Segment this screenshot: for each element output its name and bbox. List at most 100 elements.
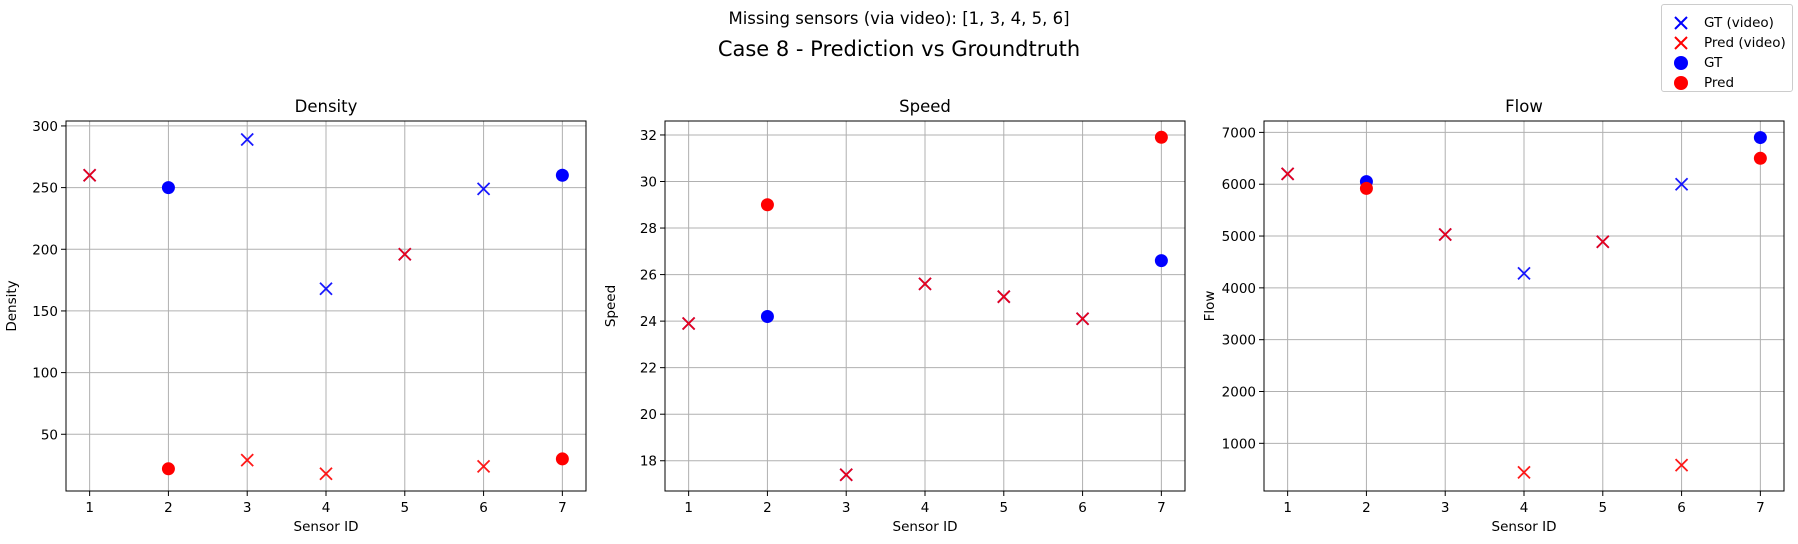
data-point-pred-video-	[1281, 167, 1295, 181]
x-tick-label: 6	[1677, 500, 1686, 516]
subplot-title: Density	[295, 97, 358, 116]
y-tick-label: 50	[41, 427, 58, 443]
data-point-gt-video-	[1517, 266, 1531, 280]
legend-label: GT (video)	[1704, 15, 1774, 31]
x-tick-label: 6	[1078, 500, 1087, 516]
data-point-pred-video-	[240, 453, 254, 467]
y-tick-label: 200	[32, 242, 58, 258]
figure-title: Case 8 - Prediction vs Groundtruth	[718, 37, 1080, 61]
data-point-pred-video-	[398, 247, 412, 261]
x-marker-icon	[1674, 36, 1688, 50]
data-point-pred	[760, 198, 774, 212]
data-point-pred-video-	[681, 316, 696, 331]
data-point-pred-video-	[1596, 235, 1610, 249]
legend-label: Pred	[1704, 75, 1735, 91]
legend-item-pred-video: Pred (video)	[1662, 33, 1792, 53]
data-point-gt	[555, 168, 569, 182]
data-point-pred	[161, 462, 175, 476]
data-point-pred-video-	[1674, 458, 1689, 472]
legend-item-gt: GT	[1662, 53, 1792, 73]
y-tick-label: 20	[640, 407, 657, 423]
x-tick-label: 2	[763, 500, 772, 516]
y-tick-label: 250	[32, 181, 58, 197]
x-tick-label: 7	[1756, 500, 1765, 516]
axes-frame	[1263, 120, 1785, 492]
x-tick-label: 6	[479, 500, 488, 516]
x-tick-label: 1	[1283, 500, 1292, 516]
data-point-gt	[1154, 254, 1168, 268]
data-point-pred	[555, 452, 569, 466]
data-point-pred-video-	[83, 168, 97, 182]
data-point-pred-video-	[1517, 465, 1531, 479]
data-point-pred-video-	[476, 459, 491, 473]
x-tick-label: 5	[1598, 500, 1607, 516]
data-point-gt	[1753, 131, 1767, 145]
data-point-gt-video-	[1674, 177, 1689, 191]
y-tick-label: 1000	[1222, 436, 1256, 452]
subplot-speed: 1 2 3 4 5 6 7 18 20 22 24 26 28 30 32 Speed Sensor ID Spe…	[603, 97, 1186, 535]
data-point-pred	[1154, 130, 1168, 144]
data-point-pred-video-	[1438, 227, 1452, 242]
y-tick-label: 4000	[1222, 281, 1256, 297]
axes-frame	[664, 120, 1186, 492]
axes-frame	[65, 120, 587, 492]
x-axis-label: Sensor ID	[893, 519, 958, 535]
y-tick-label: 24	[640, 314, 657, 330]
data-point-pred-video-	[839, 468, 853, 482]
y-tick-label: 7000	[1222, 125, 1256, 141]
x-tick-label: 2	[1362, 500, 1371, 516]
data-point-gt	[161, 181, 175, 195]
x-tick-label: 3	[842, 500, 851, 516]
subplot-flow: 1 2 3 4 5 6 7 1000 2000 3000 4000 5000 6000 7000 Flow S…	[1202, 97, 1785, 535]
legend-label: Pred (video)	[1704, 35, 1786, 51]
circle-marker-icon	[1674, 56, 1688, 70]
y-tick-label: 2000	[1222, 385, 1256, 401]
subplot-title: Flow	[1505, 97, 1543, 116]
data-point-pred	[1753, 151, 1767, 165]
legend: GT (video) Pred (video) GT Pred	[1661, 4, 1793, 92]
data-point-gt-video-	[240, 132, 254, 147]
data-point-pred-video-	[918, 277, 932, 291]
y-tick-label: 5000	[1222, 229, 1256, 245]
subplots: 1 2 3 4 5 6 7 50 100 150 200 250 300 Density Sensor ID…	[4, 97, 1785, 535]
x-axis-label: Sensor ID	[294, 519, 359, 535]
figure-suptitle: Missing sensors (via video): [1, 3, 4, 5…	[728, 9, 1069, 28]
x-tick-label: 7	[558, 500, 567, 516]
y-tick-label: 3000	[1222, 333, 1256, 349]
data-point-gt	[760, 309, 774, 323]
y-tick-label: 18	[640, 454, 657, 470]
subplot-density: 1 2 3 4 5 6 7 50 100 150 200 250 300 Density Sensor ID…	[4, 97, 587, 535]
x-tick-label: 2	[164, 500, 173, 516]
y-tick-label: 32	[640, 128, 657, 144]
x-tick-label: 1	[684, 500, 693, 516]
y-tick-label: 26	[640, 268, 657, 284]
legend-label: GT	[1704, 55, 1723, 71]
x-tick-label: 4	[921, 500, 930, 516]
legend-item-gt-video: GT (video)	[1662, 13, 1792, 33]
y-tick-label: 6000	[1222, 177, 1256, 193]
y-axis-label: Density	[4, 280, 20, 331]
y-tick-label: 300	[32, 119, 58, 135]
data-point-pred	[1359, 181, 1373, 195]
data-point-gt-video-	[476, 182, 491, 196]
y-tick-label: 100	[32, 366, 58, 382]
x-tick-label: 5	[999, 500, 1008, 516]
subplot-title: Speed	[899, 97, 951, 116]
circle-marker-icon	[1674, 76, 1688, 90]
data-point-pred-video-	[319, 467, 333, 481]
x-tick-label: 3	[1441, 500, 1450, 516]
y-tick-label: 28	[640, 221, 657, 237]
x-tick-label: 4	[322, 500, 331, 516]
x-marker-icon	[1674, 16, 1688, 30]
x-tick-label: 7	[1157, 500, 1166, 516]
y-axis-label: Speed	[603, 285, 619, 327]
x-tick-label: 3	[243, 500, 252, 516]
y-axis-label: Flow	[1202, 291, 1218, 322]
x-tick-label: 4	[1520, 500, 1529, 516]
legend-item-pred: Pred	[1662, 73, 1792, 93]
x-axis-label: Sensor ID	[1492, 519, 1557, 535]
data-point-pred-video-	[1075, 312, 1090, 326]
data-point-gt-video-	[319, 282, 333, 296]
data-point-pred-video-	[997, 290, 1011, 304]
